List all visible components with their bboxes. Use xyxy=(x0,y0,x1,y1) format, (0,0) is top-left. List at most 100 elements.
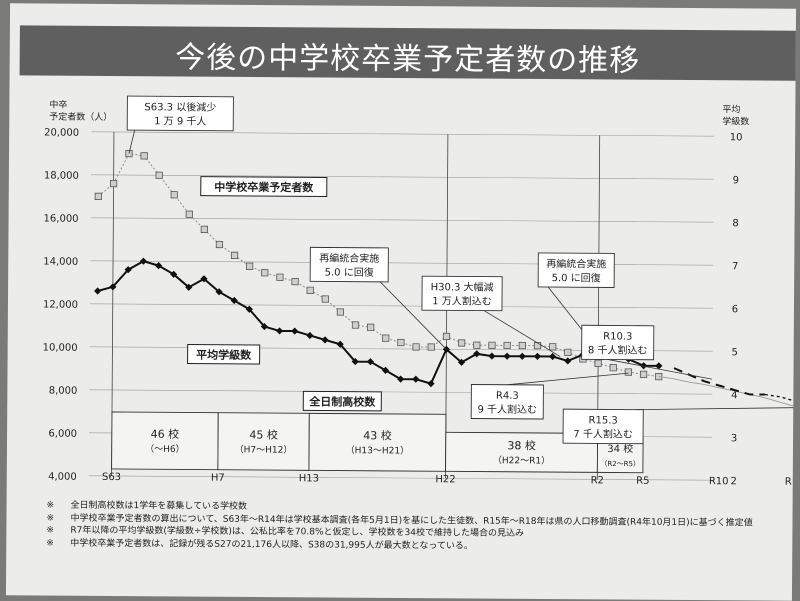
data-point-graduates xyxy=(367,323,375,331)
data-point-graduates xyxy=(94,192,102,201)
data-point-avg-classes xyxy=(457,358,466,366)
school-range-label: （H22～R1） xyxy=(493,455,550,466)
x-tick-label: R15 xyxy=(785,477,796,488)
y-right-tick-label: 7 xyxy=(732,261,738,272)
data-point-avg-classes xyxy=(533,352,542,361)
data-point-graduates xyxy=(230,251,239,260)
annotation-leader xyxy=(507,372,629,386)
series-line-avg-classes-projection xyxy=(673,367,765,396)
gridline xyxy=(90,174,714,180)
annotation-leader xyxy=(483,310,561,357)
data-point-avg-classes xyxy=(185,283,193,291)
school-range-label: （R2～R5） xyxy=(600,460,640,468)
annotation-text: 5.0 に回復 xyxy=(325,265,374,278)
data-point-graduates xyxy=(533,342,542,350)
annotation-text: H30.3 大幅減 xyxy=(431,280,494,293)
data-point-graduates xyxy=(473,341,481,349)
school-count-label: 46 校 xyxy=(151,427,180,441)
data-point-graduates xyxy=(276,273,284,281)
y-left-tick-label: 10,000 xyxy=(43,342,78,353)
data-point-avg-classes xyxy=(503,352,511,360)
school-count-label: 43 校 xyxy=(363,428,392,442)
data-point-avg-classes xyxy=(549,352,557,361)
y-right-tick-label: 10 xyxy=(730,132,743,143)
annotation-text: 再編統合実施 xyxy=(546,257,606,270)
gridline xyxy=(89,303,713,309)
data-point-graduates xyxy=(518,341,526,350)
data-point-avg-classes xyxy=(245,305,253,313)
data-point-graduates xyxy=(155,171,163,179)
data-point-avg-classes xyxy=(488,352,496,360)
chart-axes: 4,000 6,000 8,000 10,000 12,000 14,000 16,000 1… xyxy=(43,99,796,488)
annotation-text: 1 万 9 千人 xyxy=(154,115,206,127)
y-right-axis-title: 学級数 xyxy=(722,115,749,127)
y-right-axis-title: 平均 xyxy=(722,103,740,115)
x-tick-label: H22 xyxy=(435,474,455,485)
data-point-graduates xyxy=(427,343,435,351)
annotation-text: 再編統合実施 xyxy=(319,251,379,264)
data-point-graduates xyxy=(336,308,345,316)
y-left-tick-label: 16,000 xyxy=(44,214,79,225)
data-point-avg-classes xyxy=(640,362,648,370)
data-point-avg-classes xyxy=(291,327,299,335)
data-point-graduates xyxy=(458,339,466,347)
data-point-avg-classes xyxy=(275,327,284,335)
y-right-tick-label: 9 xyxy=(733,175,739,186)
annotation-box xyxy=(126,95,234,132)
school-count-label: 38 校 xyxy=(507,438,536,452)
y-left-tick-label: 12,000 xyxy=(43,300,78,311)
data-point-graduates xyxy=(215,240,224,249)
data-point-avg-classes xyxy=(109,283,117,291)
annotation-text: R4.3 xyxy=(496,391,519,402)
data-point-graduates xyxy=(306,286,314,294)
data-point-graduates xyxy=(291,277,299,286)
y-left-tick-label: 4,000 xyxy=(48,472,77,483)
annotation-text: R15.3 xyxy=(589,415,618,426)
data-point-avg-classes xyxy=(139,257,148,265)
annotation-box xyxy=(537,252,615,288)
data-point-graduates xyxy=(140,152,148,160)
data-point-graduates xyxy=(549,343,557,351)
y-left-tick-label: 8,000 xyxy=(49,386,78,397)
school-range-label: （H7～H12） xyxy=(235,444,293,455)
data-point-graduates xyxy=(564,348,572,356)
data-point-graduates xyxy=(624,368,633,376)
data-point-avg-classes xyxy=(321,336,329,344)
y-right-tick-label: 6 xyxy=(732,304,738,315)
school-periods: 46 校 （～H6） 45 校 （H7～H12） 43 校 （H13～H21） 38 校 （H… xyxy=(111,390,644,474)
annotation-text: 7 千人割込む xyxy=(573,427,633,440)
legend-label-avg-classes: 平均学級数 xyxy=(196,348,252,362)
annotation-text: 5.0 に回復 xyxy=(552,271,601,284)
y-left-tick-label: 14,000 xyxy=(43,257,78,268)
data-point-avg-classes xyxy=(381,366,390,374)
legend-label-graduates-box xyxy=(200,176,328,197)
annotation-text: 8 千人割込む xyxy=(588,343,648,356)
data-point-avg-classes xyxy=(397,375,405,383)
annotation-box xyxy=(309,246,389,283)
data-point-graduates xyxy=(412,343,420,351)
school-range-label: （H13～H21） xyxy=(346,445,410,456)
data-point-avg-classes xyxy=(170,270,178,278)
data-point-graduates xyxy=(397,338,405,347)
annotation-box xyxy=(421,275,503,312)
schools-label-box xyxy=(302,390,382,412)
y-right-tick-label: 3 xyxy=(731,433,737,444)
data-point-avg-classes xyxy=(564,357,572,365)
data-point-avg-classes xyxy=(427,380,435,388)
data-point-graduates xyxy=(488,341,496,349)
data-point-avg-classes xyxy=(306,331,314,340)
data-point-avg-classes xyxy=(412,375,420,383)
data-point-graduates xyxy=(200,225,208,234)
data-point-graduates xyxy=(321,295,329,303)
data-point-graduates xyxy=(594,359,602,367)
annotation-box xyxy=(581,324,655,361)
gridline xyxy=(89,389,713,395)
chart-series xyxy=(94,149,797,418)
gridline xyxy=(88,475,712,481)
data-point-avg-classes xyxy=(336,340,344,348)
data-point-avg-classes xyxy=(200,275,208,283)
school-count-label: 45 校 xyxy=(249,427,278,441)
annotation-text: 1 万人割込む xyxy=(432,294,492,307)
data-point-graduates xyxy=(246,262,254,270)
